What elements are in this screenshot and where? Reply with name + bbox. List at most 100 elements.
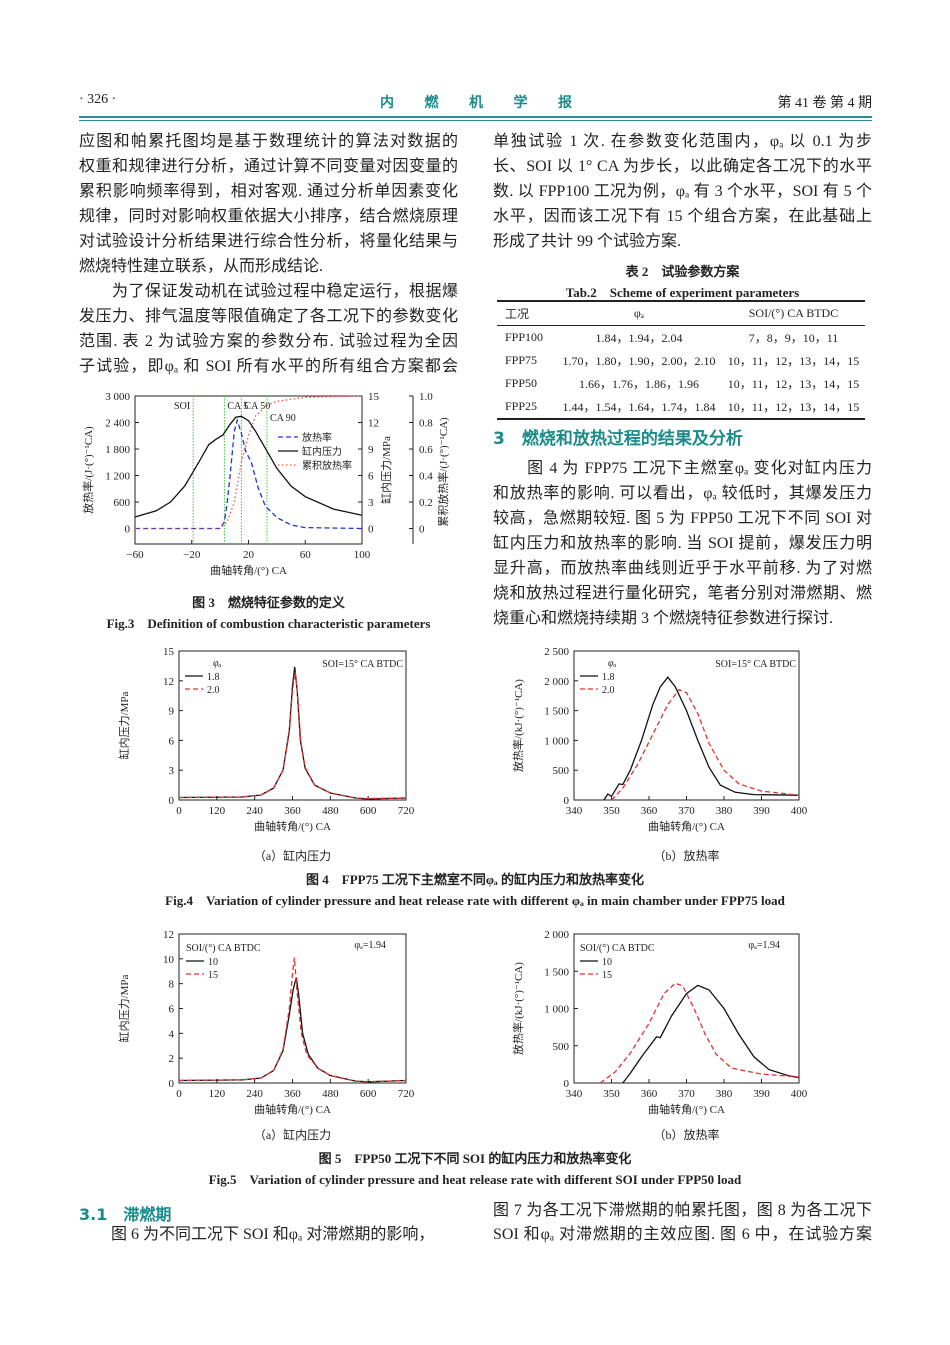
event-marker-label: CA 50 [244,401,270,412]
subfigure-caption: （a）缸内压力 [253,1128,332,1142]
y-axis-label: 放热率/(kJ·(°)⁻¹CA) [511,962,525,1055]
x-tick-label: 400 [791,805,808,817]
series-line-0 [603,676,800,801]
body-line: 燃烧特性建立联系，从而形成结论. [79,258,324,275]
x-tick-label: 360 [641,1088,658,1100]
header-rule [79,116,872,118]
subfigure-caption: （b）放热率 [653,1128,720,1142]
x-tick-label: −20 [183,549,201,561]
journal-title-char: 机 [469,96,483,111]
body-line: 应图和帕累托图均是基于数理统计的算法对数据的 [79,133,458,150]
x-tick-label: 600 [360,1088,377,1100]
y-tick-label: 3 [169,765,175,777]
table-header: 工况 [497,301,556,326]
x-tick-label: 720 [398,805,415,817]
body-line: 形成了共计 99 个试验方案. [493,233,682,250]
x-tick-label: 60 [300,549,312,561]
y3-tick-label: 0.4 [419,470,433,482]
chart-annotation: φₐ=1.94 [354,940,386,951]
legend-title: φₐ [608,658,617,669]
x-axis-label: 曲轴转角/(°) CA [648,1102,725,1116]
y2-axis-label: 缸内压力/MPa [379,436,393,504]
table-title-cn: 表 2 试验参数方案 [625,264,740,279]
x-tick-label: 380 [716,805,733,817]
y-tick-label: 8 [169,979,175,991]
table-cell: FPP75 [505,353,538,367]
body-line: 长、SOI 以 1° CA 为步长，以此确定各工况下的水平 [493,158,872,175]
subsection-heading: 3.1 滞燃期 [79,1205,172,1224]
legend-label: 10 [208,957,218,968]
table-cell: 10，11，12，13，14，15 [727,354,860,368]
parameters-table: 工况 φₐ SOI/(°) CA BTDC FPP100 1.84，1.94，2… [497,300,865,420]
page-number: · 326 · [79,92,117,107]
table-title-en: Tab.2 Scheme of experiment parameters [565,285,800,300]
figure-caption-en: Fig.3 Definition of combustion character… [106,616,431,631]
x-tick-label: 370 [678,1088,695,1100]
x-tick-label: 390 [753,1088,770,1100]
body-line: 发压力、排气温度等限值确定了各工况下的参数变化 [79,308,458,325]
journal-title-char: 内 [380,96,394,111]
figure-caption-en: Fig.5 Variation of cylinder pressure and… [208,1172,742,1187]
table-cell: 7，8，9，10，11 [748,331,839,345]
x-axis-label: 曲轴转角/(°) CA [210,563,287,577]
x-tick-label: 400 [791,1088,808,1100]
x-tick-label: 120 [209,805,226,817]
y-tick-label: 1 000 [544,1004,569,1016]
x-tick-label: 120 [209,1088,226,1100]
y-axis-label: 放热率/(J·(°)⁻¹CA) [81,426,95,514]
subfigure-caption: （b）放热率 [653,849,720,863]
x-tick-label: 360 [641,805,658,817]
legend-label: 放热率 [302,431,332,444]
body-line: 烧重心和燃烧持续期 3 个燃烧特征参数进行探讨. [493,610,834,627]
x-tick-label: 100 [354,549,371,561]
y-tick-label: 500 [553,1041,570,1053]
body-line: 子试验，即φₐ 和 SOI 所有水平的所有组合方案都会 [79,358,458,375]
event-marker-label: CA 5 [227,401,248,412]
y3-tick-label: 0.6 [419,444,433,456]
y3-tick-label: 0.8 [419,417,433,429]
y-tick-label: 2 400 [105,417,130,429]
y-tick-label: 500 [553,765,570,777]
table-cell: FPP25 [505,399,538,413]
table-row: FPP100 1.84，1.94，2.04 7，8，9，10，11 [497,326,865,350]
y-tick-label: 600 [114,497,131,509]
y-tick-label: 2 000 [544,676,569,688]
table-header: SOI/(°) CA BTDC [721,301,865,326]
body-line: 范围. 表 2 为试验方案的参数分布. 试验过程为全因 [79,333,458,350]
table-row: FPP50 1.66，1.76，1.86，1.96 10，11，12，13，14… [497,372,865,395]
y-tick-label: 0 [169,795,175,807]
figure-caption-cn: 图 4 FPP75 工况下主燃室不同φₐ 的缸内压力和放热率变化 [306,872,644,887]
table-cell: FPP50 [505,376,538,390]
series-line-1 [178,671,407,800]
y-tick-label: 1 500 [544,706,569,718]
table-cell: 1.84，1.94，2.04 [595,331,683,345]
x-tick-label: 20 [243,549,255,561]
y-tick-label: 3 000 [105,391,130,403]
y-tick-label: 15 [163,646,175,658]
journal-title-char: 学 [513,96,528,111]
body-line: 较高，急燃期较短. 图 5 为 FPP50 工况下不同 SOI 对 [493,510,872,527]
y-tick-label: 10 [163,954,175,966]
y-tick-label: 0 [564,795,570,807]
body-line: 显升高，而放热率曲线则近乎于水平前移. 为了对燃 [493,560,872,577]
header-rule [79,120,872,121]
x-tick-label: 0 [176,1088,182,1100]
x-axis-label: 曲轴转角/(°) CA [254,1102,331,1116]
y-tick-label: 0 [564,1078,570,1090]
legend-title: SOI/(°) CA BTDC [186,943,261,954]
body-line: 单独试验 1 次. 在参数变化范围内，φₐ 以 0.1 为步 [493,133,872,150]
y3-tick-label: 1.0 [419,391,433,403]
y-tick-label: 1 200 [105,470,130,482]
y-tick-label: 6 [169,1004,175,1016]
journal-title-char: 报 [558,96,572,111]
x-tick-label: 720 [398,1088,415,1100]
y-tick-label: 1 000 [544,735,569,747]
body-line: 为了保证发动机在试验过程中稳定运行，根据爆 [79,283,458,300]
series-line-0 [622,984,800,1084]
series-line-1 [178,957,407,1083]
y2-tick-label: 3 [368,497,374,509]
y3-tick-label: 0 [419,523,425,535]
legend-label: 缸内压力 [302,445,342,458]
x-tick-label: 360 [284,805,301,817]
